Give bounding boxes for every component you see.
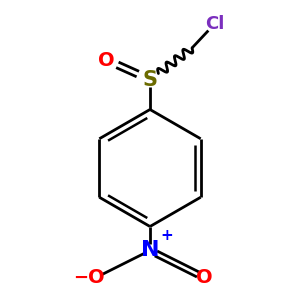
Text: O: O [196,268,212,287]
Text: +: + [160,228,173,243]
Text: O: O [98,50,115,70]
Text: N: N [141,241,159,260]
Text: O: O [88,268,104,287]
Text: Cl: Cl [205,15,224,33]
Text: −: − [73,269,88,287]
Text: S: S [142,70,158,89]
